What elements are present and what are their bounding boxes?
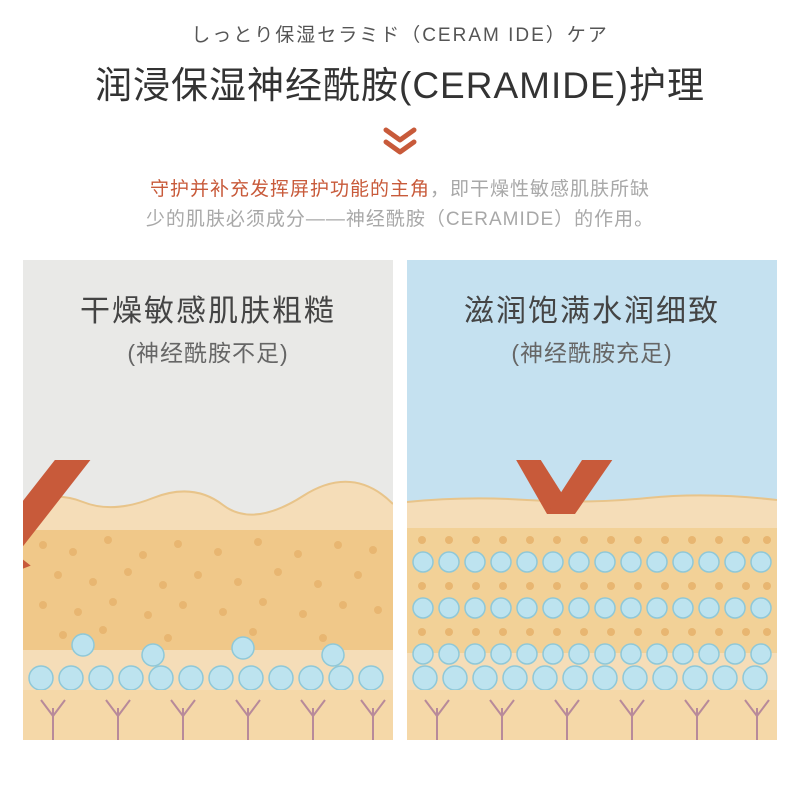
chevron-down-icon <box>382 127 418 157</box>
main-title: 润浸保湿神经酰胺(CERAMIDE)护理 <box>95 55 705 109</box>
panel-left-header: 干燥敏感肌肤粗糙 (神经酰胺不足) <box>23 260 393 368</box>
skin-diagram-right <box>407 460 777 740</box>
skin-diagram-left <box>23 460 393 740</box>
desc-normal-2: 少的肌肤必须成分——神经酰胺（CERAMIDE）的作用。 <box>146 209 654 230</box>
desc-highlight: 守护并补充发挥屏护功能的主角 <box>150 179 430 200</box>
panel-right-header: 滋润饱满水润细致 (神经酰胺充足) <box>407 260 777 368</box>
desc-normal-1: ，即干燥性敏感肌肤所缺 <box>430 179 650 200</box>
panel-right-subtitle: (神经酰胺充足) <box>407 334 777 368</box>
comparison-panels: 干燥敏感肌肤粗糙 (神经酰胺不足) <外部刺激 <box>0 260 800 740</box>
panel-dry-skin: 干燥敏感肌肤粗糙 (神经酰胺不足) <外部刺激 <box>23 260 393 740</box>
panel-moist-skin: 滋润饱满水润细致 (神经酰胺充足) <外部刺激 <box>407 260 777 740</box>
subtitle-japanese: しっとり保湿セラミド（CERAM IDE）ケア <box>191 20 609 47</box>
panel-left-title: 干燥敏感肌肤粗糙 <box>23 286 393 330</box>
panel-left-subtitle: (神经酰胺不足) <box>23 334 393 368</box>
description-text: 守护并补充发挥屏护功能的主角，即干燥性敏感肌肤所缺 少的肌肤必须成分——神经酰胺… <box>146 175 654 236</box>
panel-right-title: 滋润饱满水润细致 <box>407 286 777 330</box>
